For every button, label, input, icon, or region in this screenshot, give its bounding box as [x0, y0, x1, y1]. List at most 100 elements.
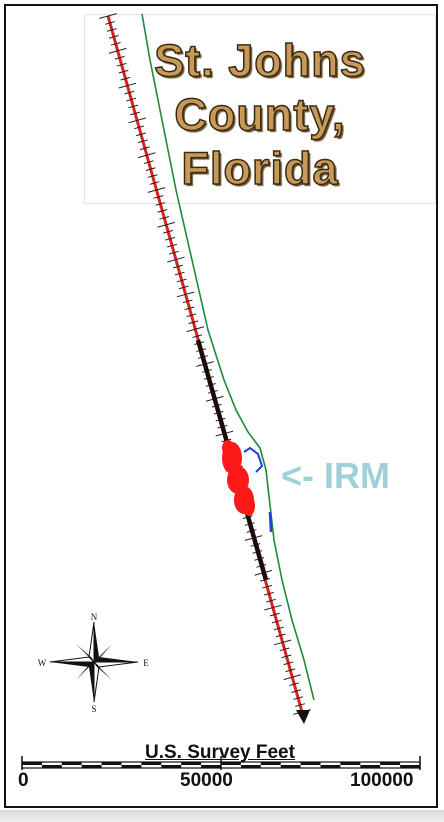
- baseline-tick: [110, 42, 121, 46]
- baseline-tick: [264, 604, 282, 611]
- baseline-tick: [176, 291, 195, 298]
- baseline-tick: [269, 612, 280, 617]
- scale-segment: [61, 762, 82, 765]
- baseline-tick: [264, 591, 274, 596]
- baseline-tick: [271, 619, 282, 624]
- irm-segment-lower: [268, 511, 273, 533]
- baseline-tick: [147, 187, 166, 193]
- scale-segment: [240, 765, 261, 768]
- baseline-tick: [178, 285, 189, 290]
- baseline-tick: [137, 139, 148, 144]
- scale-segment: [161, 765, 182, 768]
- baseline-tick: [167, 243, 177, 248]
- baseline-tick: [145, 167, 156, 171]
- baseline-tick: [157, 221, 176, 228]
- baseline-tick: [163, 229, 174, 234]
- west-label: W: [38, 658, 47, 668]
- baseline-tick: [108, 35, 119, 39]
- shoreline-line: [141, 13, 315, 701]
- baseline-tick: [176, 278, 187, 283]
- baseline-tick: [128, 117, 146, 124]
- baseline-tick: [184, 306, 195, 311]
- baseline-tick: [192, 334, 203, 338]
- north-arrow-icon: N S E W: [38, 612, 150, 714]
- baseline-tick: [275, 633, 286, 638]
- scale-segment: [320, 765, 341, 768]
- scale-segment: [400, 765, 420, 768]
- bottom-shadow: [0, 810, 444, 822]
- scale-units-label: U.S. Survey Feet: [145, 742, 295, 763]
- scale-segment: [81, 765, 102, 768]
- baseline-tick: [118, 82, 137, 89]
- scale-bar: [21, 756, 421, 770]
- title-line-3: Florida: [181, 142, 339, 195]
- baseline-tick: [126, 97, 137, 102]
- arrowhead-icon: [296, 710, 310, 724]
- baseline-tick: [188, 320, 199, 325]
- baseline-tick: [136, 132, 146, 137]
- baseline-tick: [139, 146, 150, 151]
- baseline-tick: [174, 271, 185, 276]
- scale-segment: [260, 762, 281, 765]
- scale-segment: [221, 762, 241, 765]
- scale-tick-50000: 50000: [180, 770, 233, 791]
- baseline-tick: [281, 654, 292, 659]
- baseline-tick: [106, 28, 117, 32]
- baseline-tick: [273, 639, 292, 646]
- baseline-tick: [279, 647, 290, 652]
- baseline-tick: [108, 47, 127, 54]
- baseline-tick: [186, 313, 197, 318]
- scale-segment: [41, 765, 62, 768]
- baseline-tick: [266, 598, 276, 603]
- baseline-tick: [273, 626, 284, 631]
- baseline-tick: [147, 174, 158, 178]
- baseline-tick: [134, 125, 144, 130]
- baseline-tick: [104, 21, 115, 25]
- baseline-tick: [130, 111, 141, 116]
- scale-segment: [201, 765, 221, 768]
- baseline-tick: [182, 299, 193, 304]
- irm-label: <- IRM: [281, 455, 391, 496]
- scale-segment: [300, 762, 321, 765]
- baseline-tick: [155, 202, 166, 206]
- scale-segment: [121, 765, 142, 768]
- scale-segment: [101, 762, 122, 765]
- scale-segment: [360, 765, 381, 768]
- baseline-tick: [283, 661, 294, 666]
- baseline-tick: [293, 696, 304, 700]
- baseline-tick: [128, 104, 139, 109]
- scale-tick-0: 0: [18, 770, 29, 791]
- baseline-tick: [118, 69, 129, 74]
- baseline-tick: [283, 674, 302, 681]
- scale-segment: [280, 765, 301, 768]
- scale-segment: [340, 762, 361, 765]
- baseline-tick: [153, 195, 164, 199]
- title-line-2: County,: [174, 88, 346, 141]
- baseline-tick: [143, 160, 154, 164]
- baseline-tick: [289, 682, 300, 686]
- baseline-tick: [99, 13, 117, 19]
- baseline-tick: [167, 256, 185, 263]
- title-line-1: St. Johns: [153, 34, 366, 87]
- baseline-tick: [172, 264, 183, 269]
- east-label: E: [143, 658, 149, 668]
- baseline-tick: [114, 55, 125, 60]
- baseline-tick: [157, 209, 168, 213]
- baseline-tick: [186, 326, 205, 333]
- scale-segment: [380, 762, 401, 765]
- baseline-tick: [169, 250, 179, 255]
- baseline-tick: [137, 152, 156, 159]
- baseline-tick: [291, 689, 302, 693]
- north-label: N: [91, 612, 98, 622]
- baseline-tick: [159, 216, 170, 220]
- scale-tick-100000: 100000: [350, 770, 414, 791]
- baseline-tick: [124, 90, 135, 95]
- scale-segment: [22, 762, 42, 765]
- irm-cluster: [222, 440, 255, 516]
- title-box: St. Johns County, Florida: [84, 14, 436, 204]
- baseline-tick: [120, 76, 131, 81]
- irm-segment-upper: [243, 446, 264, 473]
- scale-segment: [181, 762, 202, 765]
- baseline-tick: [149, 181, 160, 185]
- baseline-tick: [116, 62, 127, 67]
